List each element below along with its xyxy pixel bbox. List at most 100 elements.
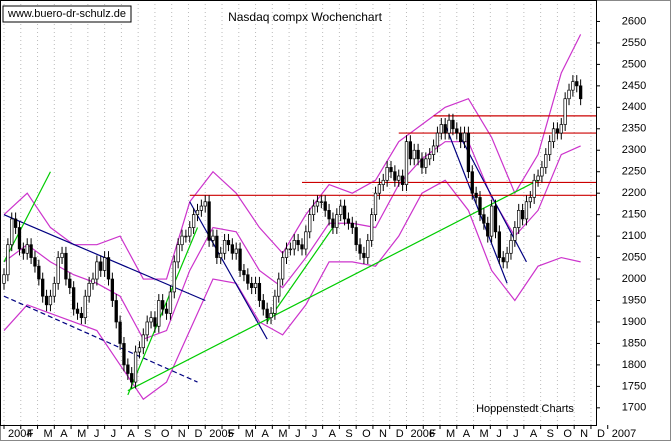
candle-body [99,261,103,271]
candle-body [21,248,25,254]
candle-body [370,214,374,241]
x-tick-label: M [480,428,489,440]
x-tick-label: A [329,428,337,440]
x-tick-label: 2007 [612,428,636,440]
candle-body [17,227,22,250]
candle-body [130,373,134,383]
candle-body [234,248,238,254]
candle-body [466,132,471,173]
candle-body [79,313,84,319]
candle-body [172,261,176,293]
candle-body [571,81,575,91]
x-tick-label: S [547,428,554,440]
candle-body [354,227,358,246]
candle-body [323,201,327,211]
candle-body [87,282,91,297]
candle-body [6,244,10,276]
candle-body [412,149,416,160]
y-tick-label: 2300 [622,144,646,156]
candle-body [122,343,126,366]
candle-body [315,201,320,207]
candle-body [489,205,494,237]
candle-body [184,235,188,238]
candle-body [362,252,366,258]
candle-body [292,240,296,250]
candle-body [462,132,467,143]
y-tick-label: 2400 [622,101,646,113]
trend-line [444,124,508,284]
x-tick-label: D [597,428,605,440]
candle-body [482,214,486,224]
y-tick-label: 2450 [622,80,646,92]
candle-body [95,261,99,280]
watermark: www.buero-dr-schulz.de [7,8,126,20]
watermark-box [2,5,132,23]
candle-body [145,321,149,336]
candle-body [52,282,56,297]
candle-body [319,201,323,203]
candle-body [339,205,343,215]
x-tick-label: N [379,428,387,440]
candle-body [68,278,72,288]
candle-body [428,154,432,160]
candle-body [416,149,420,160]
x-tick-label: J [312,428,318,440]
candle-body [578,85,583,100]
candle-body [513,227,517,241]
x-tick-label: S [144,428,151,440]
y-tick-label: 2250 [622,166,646,178]
candle-body [544,154,548,168]
trend-line [127,179,539,392]
candle-body [524,201,529,220]
x-tick-label: 2006 [410,428,434,440]
candle-body [203,201,207,207]
candle-body [133,351,138,383]
source: Hoppenstedt Charts [476,403,574,415]
candle-body [64,252,68,280]
candle-body [435,132,440,147]
candle-body [311,205,316,215]
candle-body [443,124,447,134]
candle-body [219,252,223,258]
candle-body [400,175,405,185]
candle-body [29,244,33,258]
candle-body [269,313,273,319]
candle-body [366,240,370,258]
candle-body [284,248,289,258]
y-tick-label: 1750 [622,380,646,392]
candle-body [431,145,436,155]
trend-line [3,295,198,383]
plot-border [0,0,597,426]
candle-body [559,124,563,134]
x-tick-label: M [446,428,455,440]
candle-body [408,141,412,160]
candle-body [273,295,277,314]
x-tick-label: 2004 [8,428,32,440]
candle-body [246,274,250,284]
y-tick-label: 1700 [622,402,646,414]
candle-body [474,192,478,198]
candle-body [470,171,474,194]
candle-body [497,231,502,258]
candle-body [261,300,265,310]
candle-body [60,252,64,258]
x-tick-label: M [278,428,287,440]
trend-line [266,227,334,323]
x-tick-label: M [245,428,254,440]
candle-body [420,158,424,168]
candle-body [563,98,567,125]
candle-body [517,210,521,228]
candle-body [33,257,37,267]
x-tick-label: J [496,428,502,440]
candle-body [25,244,29,254]
candle-body [331,218,335,228]
candle-body [381,179,385,185]
x-tick-label: 2005 [209,428,233,440]
candle-body [253,282,258,288]
candle-body [575,81,579,87]
candle-body [459,132,463,143]
candle-body [164,308,169,314]
x-tick-label: N [580,428,588,440]
candle-body [424,158,428,168]
